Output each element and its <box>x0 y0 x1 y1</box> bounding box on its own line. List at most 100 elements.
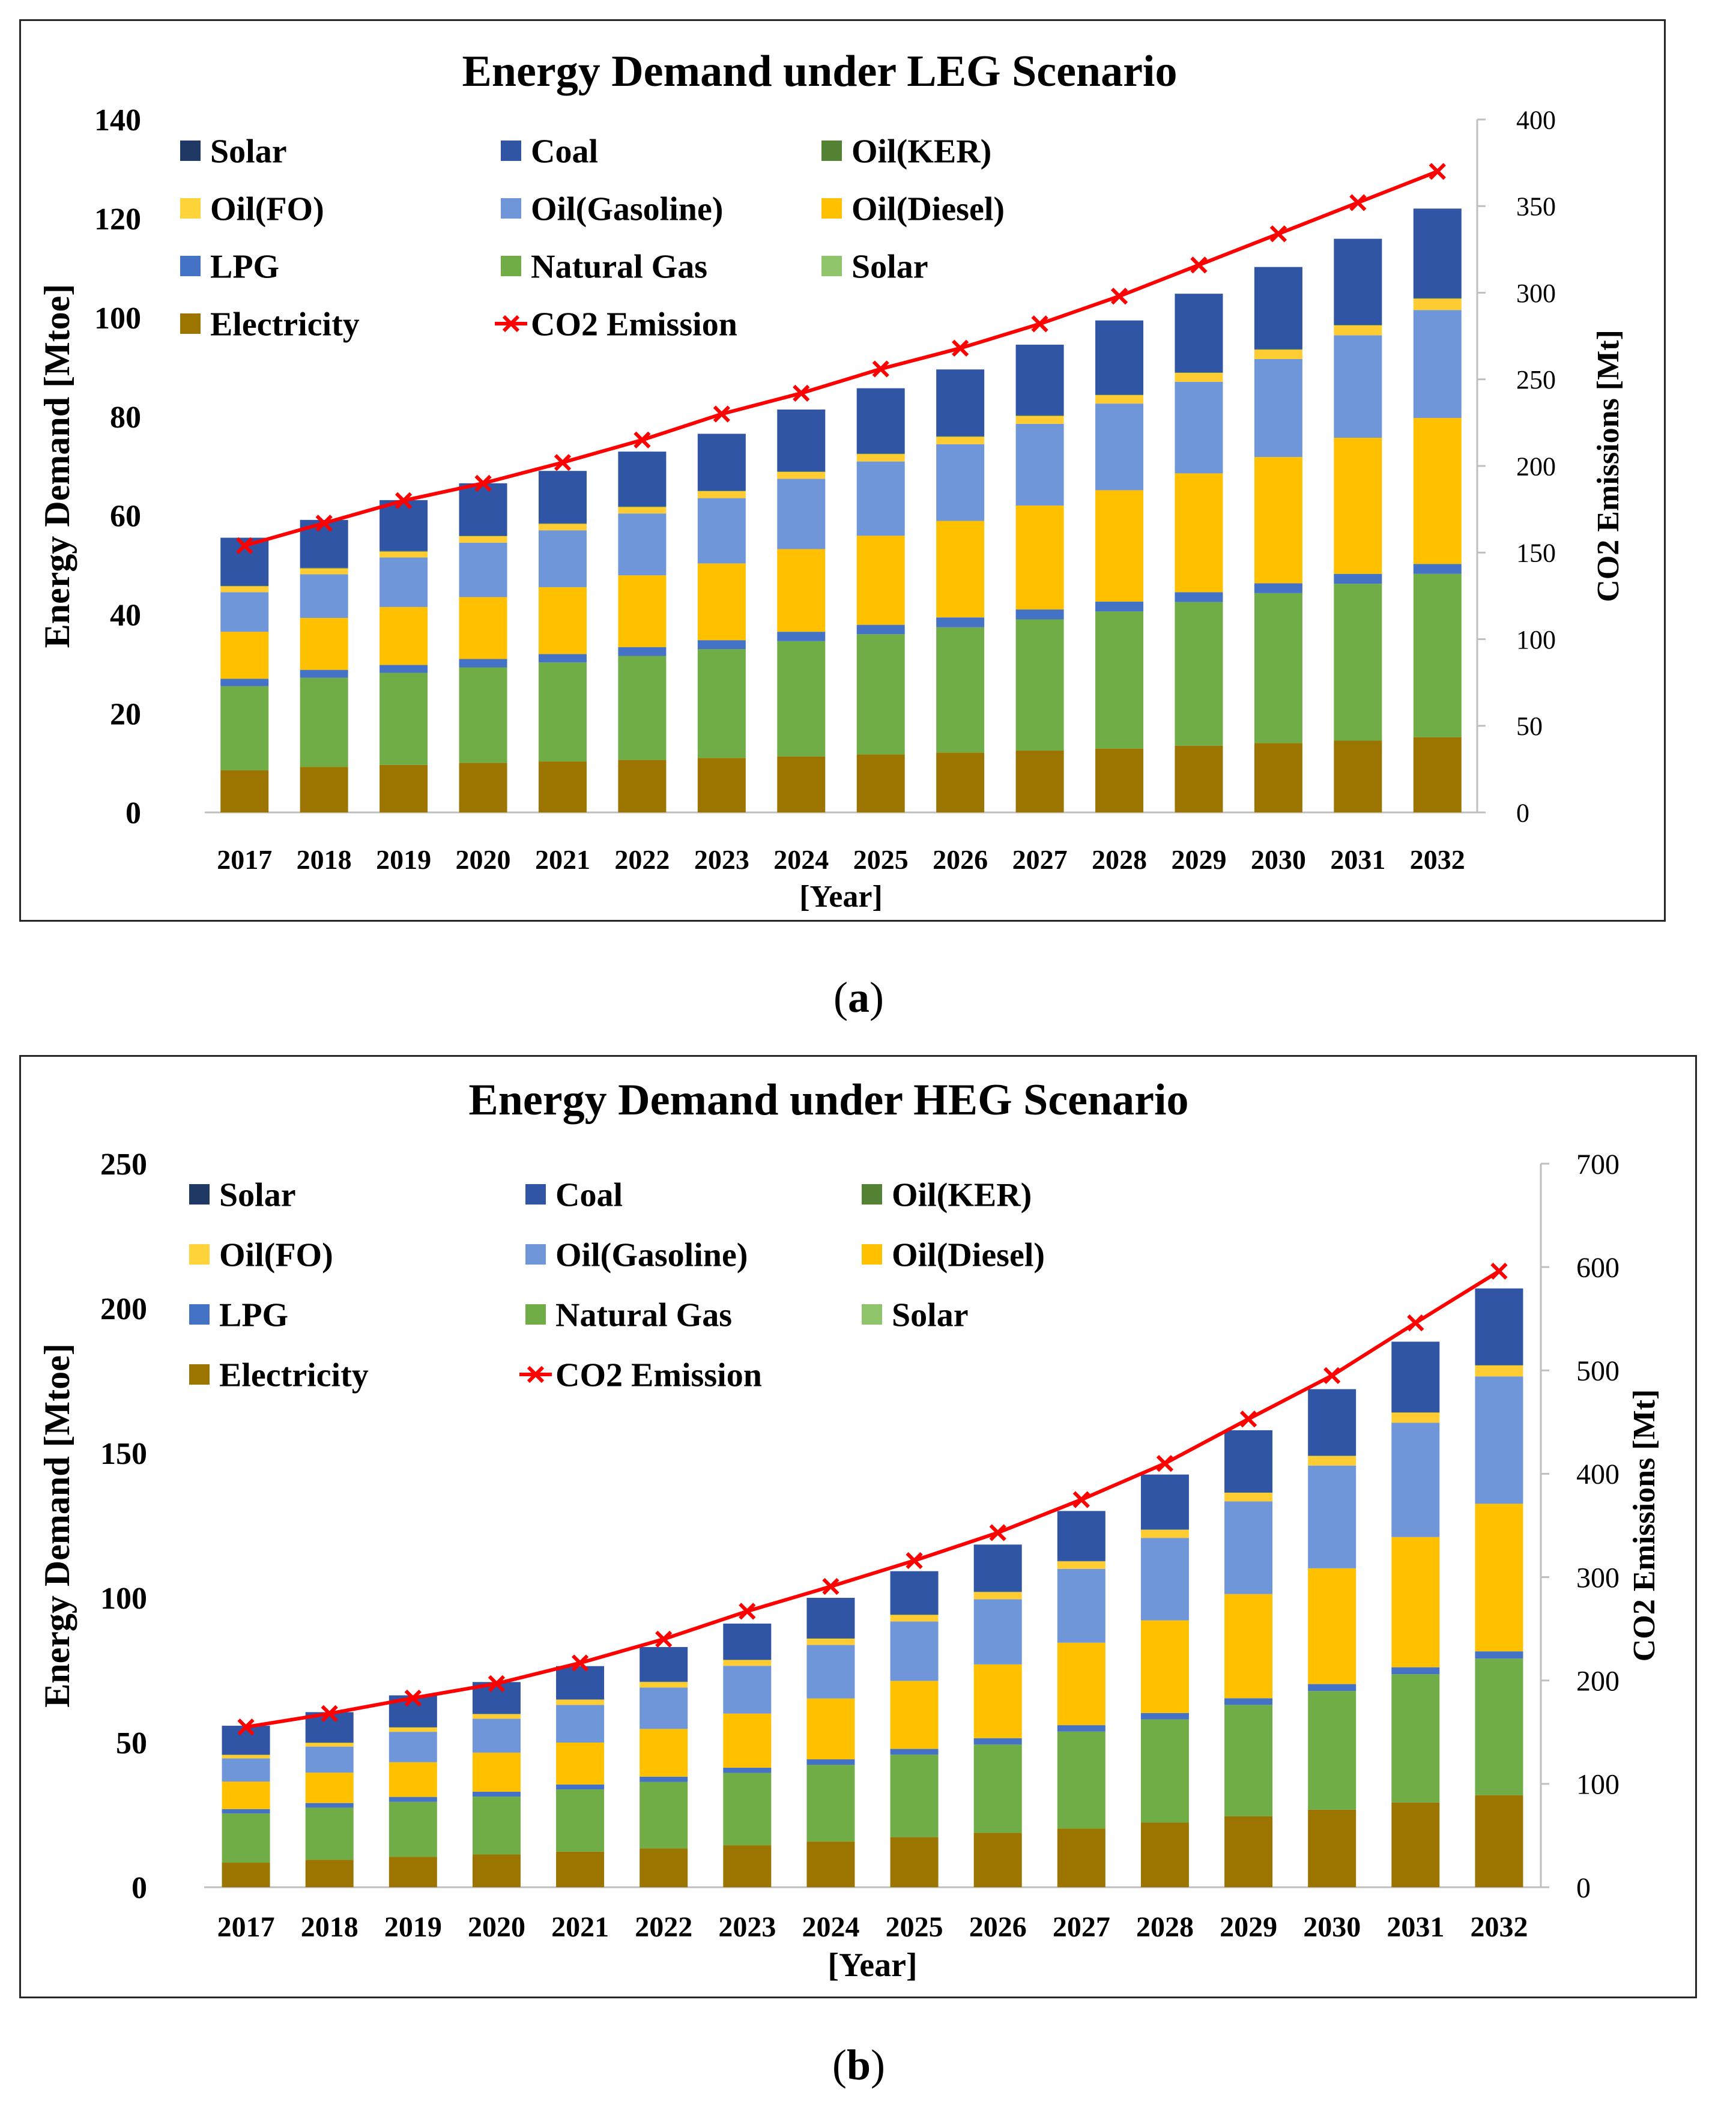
co2-marker-2025 <box>906 1552 923 1570</box>
co2-emission-line <box>244 169 1438 548</box>
bar-electricity-2019 <box>389 1857 437 1887</box>
bar-oil-fo-2021 <box>538 524 587 531</box>
x-tick-label: 2023 <box>694 844 749 875</box>
bar-oil-diesel-2020 <box>472 1752 521 1792</box>
bar-oil-fo-2024 <box>777 471 826 479</box>
bar-electricity-2024 <box>777 756 826 812</box>
x-tick-label: 2019 <box>384 1911 442 1943</box>
bar-oil-fo-2032 <box>1413 298 1462 310</box>
bar-lpg-2029 <box>1175 592 1223 602</box>
bar-oil-diesel-2032 <box>1413 418 1462 564</box>
bar-oil-gasoline-2029 <box>1175 381 1223 474</box>
bar-oil-fo-2032 <box>1475 1365 1523 1377</box>
bar-oil-ker-2019 <box>380 551 428 552</box>
bar-coal-2028 <box>1095 320 1144 395</box>
bar-natural-gas-2021 <box>556 1789 605 1852</box>
bar-lpg-2027 <box>1015 609 1064 620</box>
bar-oil-gasoline-2031 <box>1391 1422 1440 1537</box>
bar-natural-gas-2023 <box>697 648 746 758</box>
bar-electricity-2031 <box>1391 1802 1440 1887</box>
bar-coal-2017 <box>222 1726 270 1755</box>
bar-oil-fo-2026 <box>973 1592 1022 1600</box>
x-tick-label: 2030 <box>1251 844 1306 875</box>
x-tick-label: 2024 <box>802 1911 859 1943</box>
bar-oil-gasoline-2027 <box>1057 1568 1105 1643</box>
legend-swatch-oil-fo <box>189 1244 210 1265</box>
bar-oil-fo-2022 <box>618 507 667 514</box>
bar-natural-gas-2017 <box>220 686 269 770</box>
bar-coal-2022 <box>618 452 667 507</box>
co2-marker-2029 <box>1239 1410 1257 1428</box>
bar-electricity-2023 <box>697 758 746 812</box>
bar-natural-gas-2030 <box>1254 593 1302 743</box>
bar-oil-fo-2031 <box>1334 325 1382 336</box>
bar-coal-2024 <box>806 1598 855 1639</box>
bar-oil-diesel-2024 <box>777 549 826 632</box>
y-tick-label: 140 <box>94 103 141 138</box>
bar-natural-gas-2023 <box>723 1773 772 1846</box>
bar-electricity-2024 <box>806 1841 855 1887</box>
bar-natural-gas-2028 <box>1095 611 1144 749</box>
bar-oil-ker-2032 <box>1413 298 1462 299</box>
bar-natural-gas-2025 <box>890 1755 939 1837</box>
legend-label-co2-emission: CO2 Emission <box>555 1357 762 1394</box>
bar-coal-2030 <box>1254 267 1302 349</box>
bar-oil-fo-2030 <box>1254 349 1302 359</box>
co2-marker-2018 <box>315 515 333 532</box>
y-tick-label: 250 <box>100 1147 147 1182</box>
bar-oil-fo-2017 <box>222 1755 270 1759</box>
bar-oil-gasoline-2020 <box>472 1719 521 1753</box>
x-tick-label: 2019 <box>376 844 431 875</box>
bar-lpg-2032 <box>1475 1651 1523 1659</box>
legend-label-oil-ker: Oil(KER) <box>892 1177 1032 1214</box>
x-tick-label: 2028 <box>1136 1911 1194 1943</box>
legend-marker-co2-emission <box>527 1365 545 1383</box>
bar-lpg-2023 <box>723 1767 772 1773</box>
bar-lpg-2025 <box>890 1749 939 1755</box>
bar-natural-gas-2027 <box>1057 1731 1105 1829</box>
bar-electricity-2028 <box>1095 748 1144 812</box>
x-tick-label: 2024 <box>773 844 829 875</box>
x-tick-label: 2020 <box>456 844 511 875</box>
y-tick-label: 50 <box>116 1726 147 1761</box>
bar-oil-gasoline-2030 <box>1308 1465 1356 1568</box>
x-tick-label: 2022 <box>635 1911 692 1943</box>
y2-tick-label: 300 <box>1516 279 1556 308</box>
co2-marker-2022 <box>634 431 651 449</box>
x-tick-label: 2021 <box>535 844 590 875</box>
bar-oil-diesel-2026 <box>973 1664 1022 1738</box>
bar-oil-fo-2025 <box>890 1615 939 1622</box>
bar-electricity-2032 <box>1413 737 1462 812</box>
co2-marker-2026 <box>952 339 969 357</box>
bar-oil-diesel-2027 <box>1015 505 1064 610</box>
bar-lpg-2027 <box>1057 1725 1105 1732</box>
bar-lpg-2018 <box>300 670 348 678</box>
bar-oil-fo-2017 <box>220 586 269 593</box>
y-tick-label: 120 <box>94 202 141 237</box>
y2-tick-label: 200 <box>1576 1666 1620 1697</box>
y2-tick-label: 350 <box>1516 192 1556 222</box>
co2-marker-2017 <box>236 537 253 554</box>
bar-electricity-2018 <box>305 1860 354 1887</box>
bar-natural-gas-2017 <box>222 1813 270 1863</box>
bar-lpg-2022 <box>618 647 667 656</box>
x-tick-label: 2032 <box>1410 844 1465 875</box>
co2-marker-2021 <box>571 1654 589 1672</box>
bar-natural-gas-2018 <box>300 677 348 767</box>
bar-natural-gas-2024 <box>777 641 826 757</box>
bar-coal-2029 <box>1224 1430 1273 1493</box>
bar-oil-fo-2022 <box>640 1682 688 1688</box>
co2-marker-2027 <box>1072 1491 1090 1508</box>
bar-oil-gasoline-2018 <box>305 1746 354 1773</box>
x-tick-label: 2018 <box>297 844 352 875</box>
bar-oil-fo-2023 <box>697 491 746 498</box>
co2-marker-2030 <box>1323 1367 1341 1385</box>
bar-oil-diesel-2032 <box>1475 1504 1523 1652</box>
bar-oil-fo-2027 <box>1015 416 1064 424</box>
bar-electricity-2023 <box>723 1845 772 1887</box>
bar-natural-gas-2020 <box>459 667 507 763</box>
bar-natural-gas-2024 <box>806 1765 855 1842</box>
bar-lpg-2017 <box>222 1809 270 1814</box>
co2-marker-2031 <box>1407 1314 1424 1332</box>
legend-swatch-lpg <box>180 256 201 276</box>
